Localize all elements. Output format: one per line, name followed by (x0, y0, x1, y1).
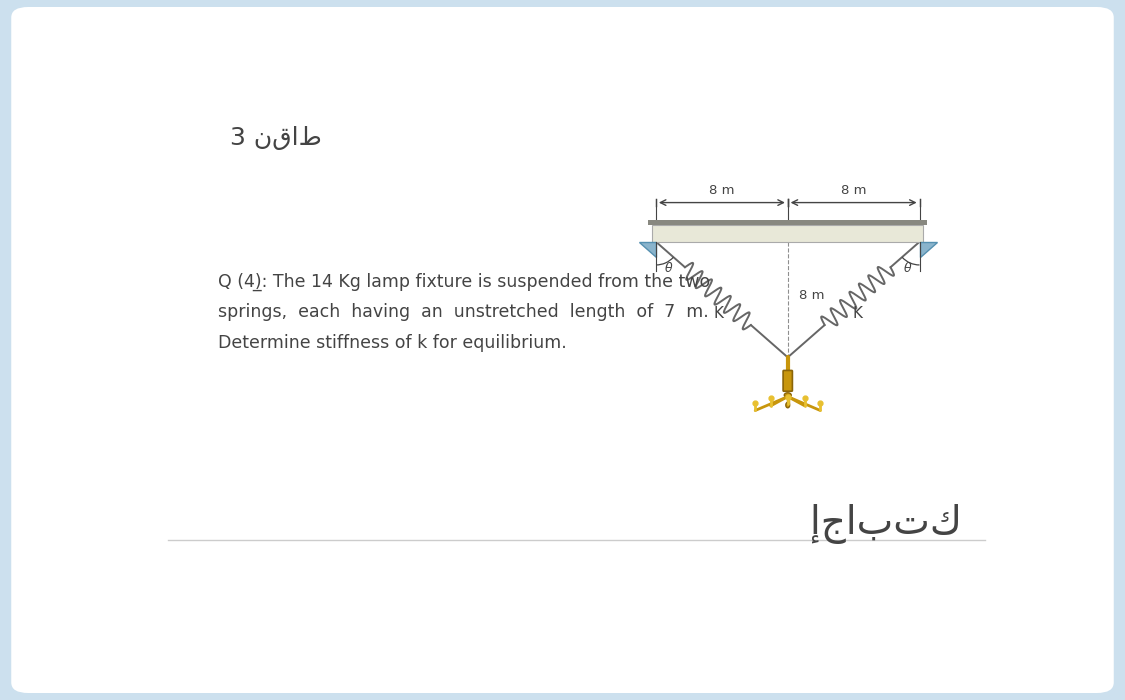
Polygon shape (919, 241, 936, 258)
Ellipse shape (784, 393, 791, 398)
Text: θ: θ (903, 262, 911, 275)
Text: springs,  each  having  an  unstretched  length  of  7  m.: springs, each having an unstretched leng… (218, 304, 709, 321)
Bar (648, 220, 927, 225)
Text: 8 m: 8 m (709, 184, 735, 197)
Text: θ: θ (664, 262, 672, 275)
Text: إجابتك: إجابتك (810, 504, 962, 544)
Text: Q (4)̲: The 14 Kg lamp fixture is suspended from the two: Q (4)̲: The 14 Kg lamp fixture is suspen… (218, 273, 710, 291)
Text: Determine stiffness of k for equilibrium.: Determine stiffness of k for equilibrium… (218, 335, 567, 352)
Text: 8 m: 8 m (840, 184, 866, 197)
Text: K: K (852, 306, 862, 321)
Text: 8 m: 8 m (800, 289, 825, 302)
FancyBboxPatch shape (783, 370, 792, 391)
Polygon shape (639, 241, 656, 258)
Text: K: K (713, 306, 723, 321)
Text: 3 نقاط: 3 نقاط (229, 126, 322, 150)
Bar (652, 225, 924, 242)
Ellipse shape (785, 402, 790, 408)
